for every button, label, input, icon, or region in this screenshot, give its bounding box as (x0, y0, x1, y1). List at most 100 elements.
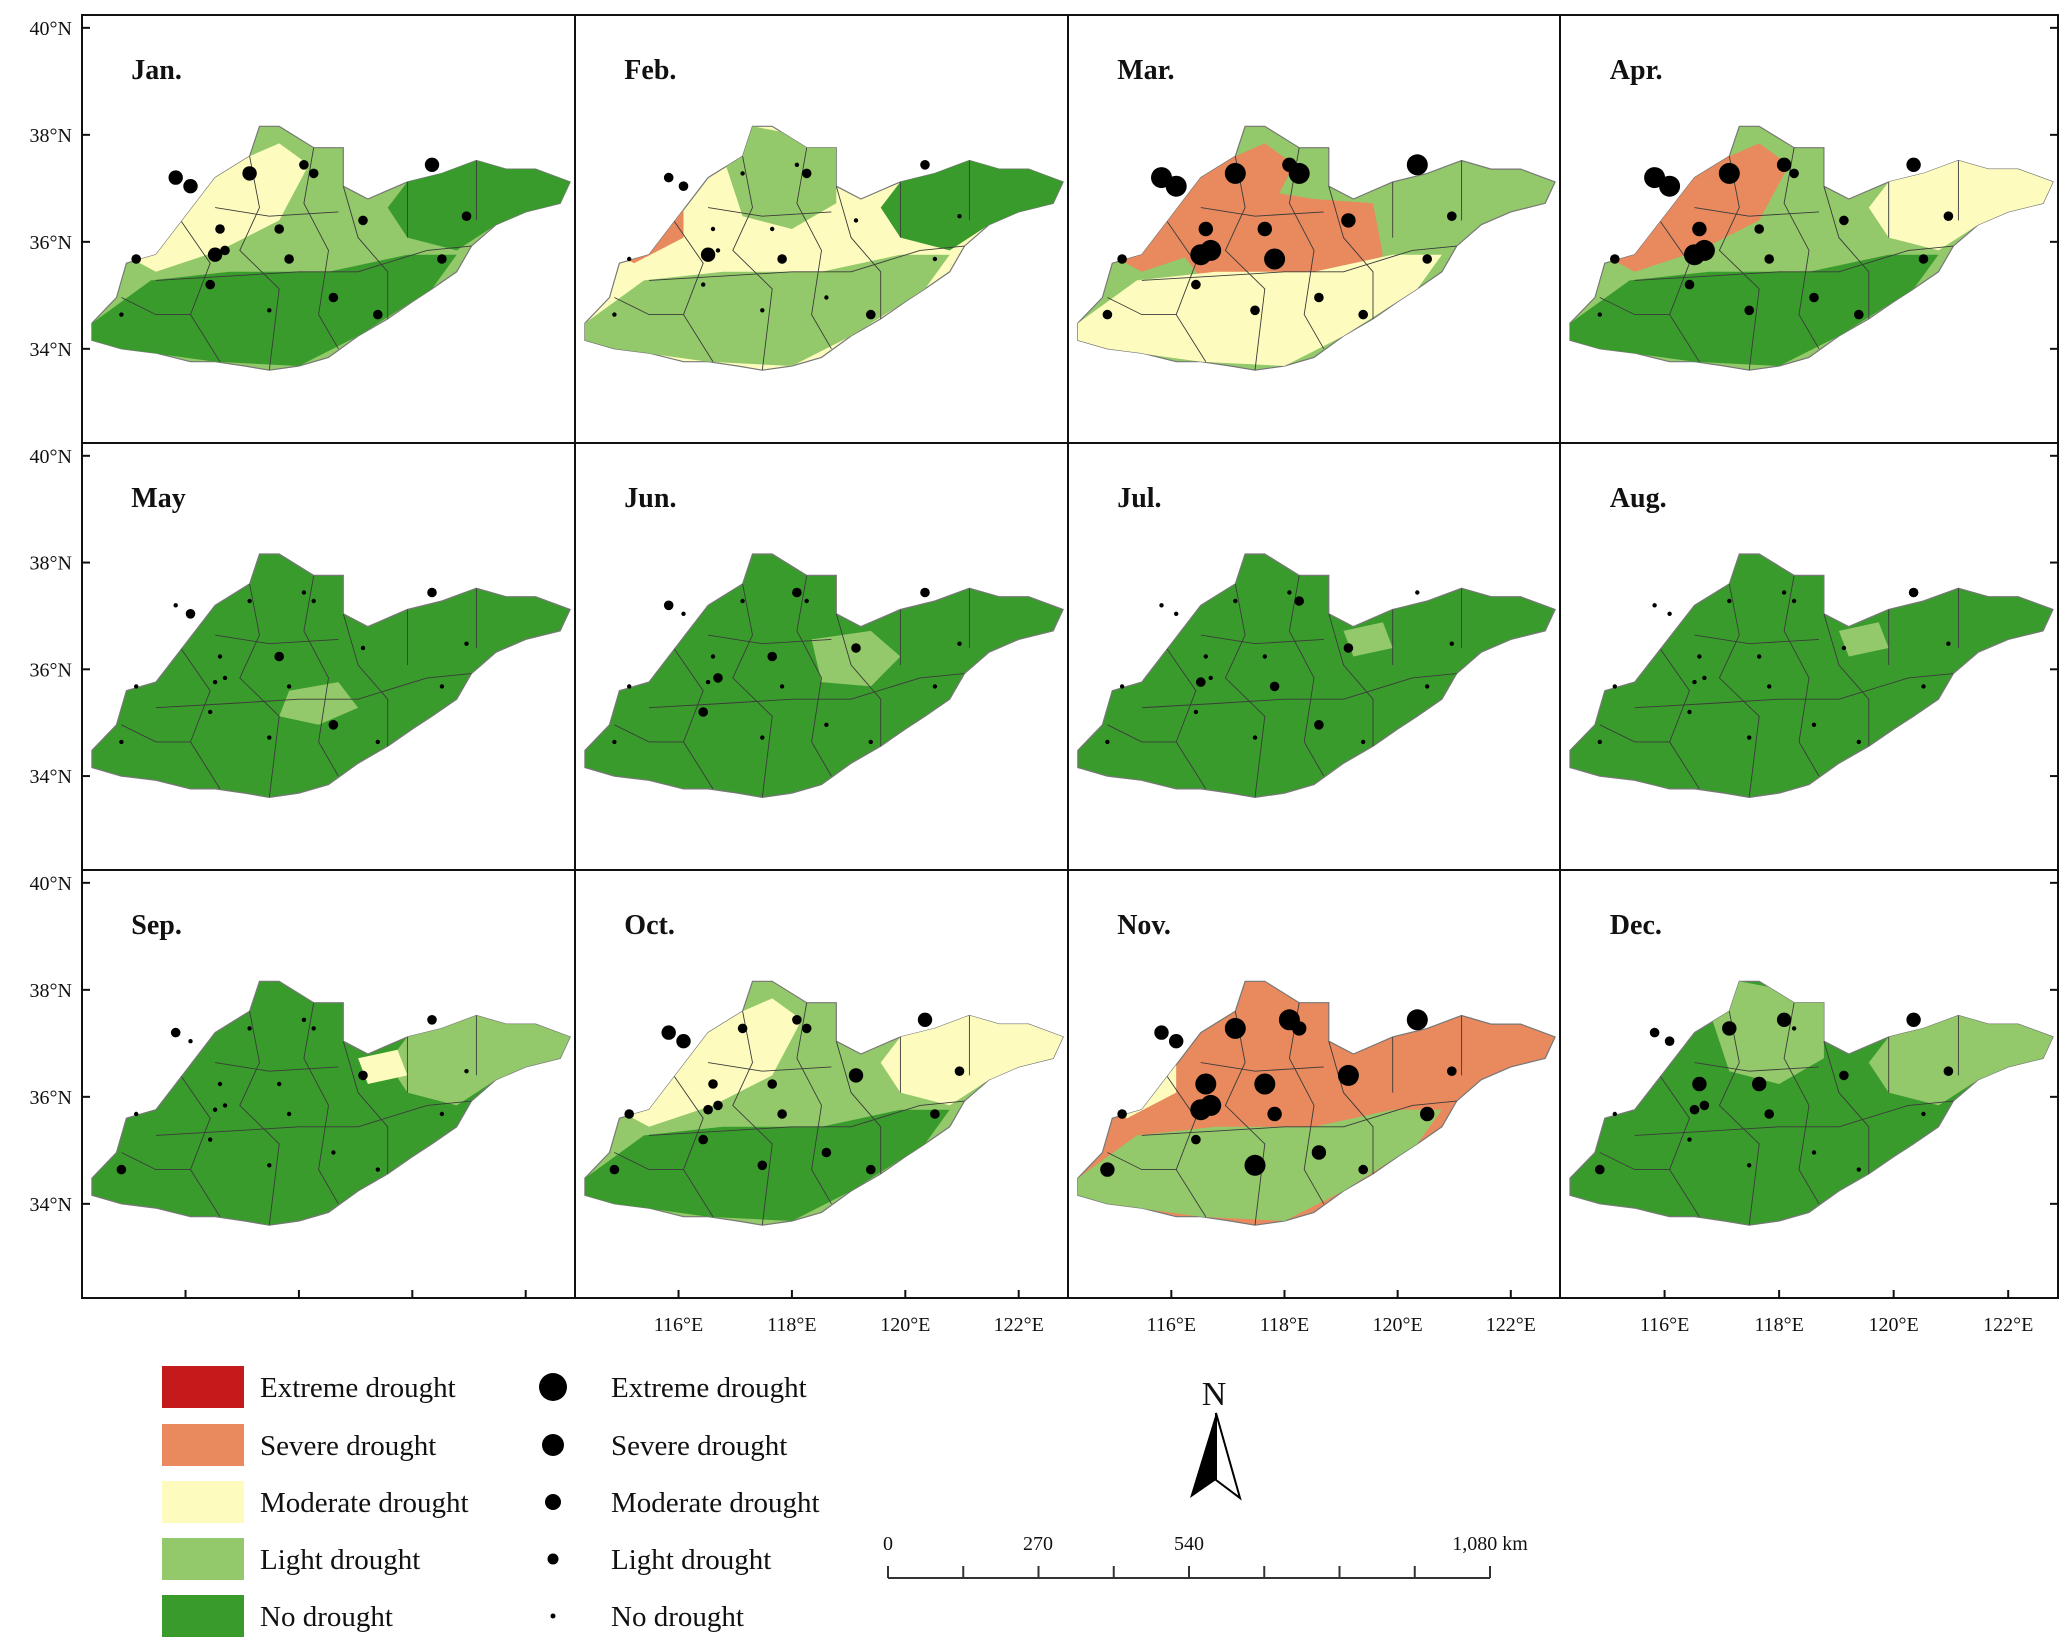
station-marker (1196, 677, 1206, 687)
station-marker (1943, 211, 1954, 221)
longitude-label: 122°E (1486, 1314, 1536, 1336)
longitude-label: 122°E (1983, 1314, 2033, 1336)
latitude-label: 34°N (30, 339, 72, 361)
county-boundary (155, 1100, 472, 1136)
county-boundary (1823, 613, 1870, 747)
north-arrow: N (1190, 1376, 1242, 1501)
county-boundary (1599, 1152, 1670, 1171)
county-boundary (1694, 1062, 1820, 1072)
county-boundary (1718, 156, 1760, 371)
station-marker (217, 654, 223, 659)
drought-patches (1599, 575, 1959, 798)
station-legend: Extreme drought Severe drought Moderate … (539, 1372, 820, 1633)
station-marker (222, 675, 228, 681)
county-boundary (1783, 147, 1820, 350)
station-marker (851, 643, 861, 653)
scale-label-540: 540 (1174, 1533, 1204, 1555)
station-marker (1752, 1076, 1767, 1092)
station-marker (1203, 654, 1209, 659)
station-marker (427, 587, 437, 598)
drought-patches (1107, 575, 1463, 798)
station-marker (1610, 254, 1620, 264)
province-area (1569, 553, 2054, 799)
station-marker (1722, 1021, 1737, 1036)
station-marker (1908, 587, 1919, 598)
station-marker (1224, 1017, 1246, 1039)
station-marker (737, 1023, 748, 1034)
month-label: Jan. (131, 55, 182, 86)
station-marker (173, 603, 178, 608)
county-boundary (1288, 1002, 1325, 1205)
station-marker (1856, 739, 1862, 745)
station-marker (220, 245, 230, 256)
station-marker (627, 256, 632, 262)
longitude-label: 118°E (1260, 1314, 1309, 1336)
station-marker (1664, 1036, 1675, 1046)
county-boundary (1141, 245, 1457, 281)
station-marker (1254, 1073, 1276, 1095)
map-panel-feb: Feb. (574, 14, 1069, 444)
station-marker (185, 609, 196, 619)
county-boundary (1166, 647, 1207, 790)
station-marker (1224, 162, 1246, 184)
county-boundary (1634, 1100, 1954, 1136)
station-marker (1946, 641, 1951, 646)
county-boundary (1328, 613, 1374, 747)
station-marker (612, 312, 617, 317)
legend-dot-extreme (539, 1373, 567, 1401)
station-marker (168, 170, 183, 185)
station-marker (134, 1111, 139, 1117)
station-marker (1361, 739, 1366, 745)
station-marker (1747, 1163, 1752, 1168)
county-boundary (1141, 673, 1457, 709)
drought-patch-none (91, 254, 457, 366)
station-marker (1918, 254, 1929, 264)
station-marker (1269, 681, 1280, 692)
latitude-label: 36°N (30, 232, 72, 254)
county-boundary (1659, 647, 1700, 790)
station-marker (331, 1150, 336, 1155)
longitude-label: 116°E (654, 1314, 703, 1336)
station-marker (1174, 611, 1179, 616)
station-marker (328, 292, 339, 303)
station-marker (1597, 739, 1603, 745)
map-panel-sep: Sep. (81, 869, 576, 1299)
county-boundary (215, 207, 339, 217)
legend-dot-moderate (545, 1494, 561, 1510)
station-marker (1649, 1027, 1660, 1038)
latitude-label: 40°N (30, 873, 72, 895)
station-marker (1341, 213, 1356, 228)
station-marker (1906, 157, 1921, 172)
station-marker (1165, 175, 1187, 197)
station-marker (1191, 279, 1201, 290)
month-label: Oct. (624, 910, 675, 941)
monthly-map-panels: Jan. Feb. Mar. Apr. May Jun. Jul. Aug. Sep. Oct. N… (81, 14, 2059, 1299)
station-marker (740, 171, 745, 176)
legend-area-label-none: No drought (260, 1601, 393, 1633)
station-marker (1208, 675, 1213, 681)
county-boundary (180, 647, 221, 790)
station-marker (1764, 254, 1774, 264)
station-marker (703, 1104, 713, 1115)
station-marker (1292, 1021, 1307, 1036)
station-marker (1262, 654, 1268, 659)
county-boundary (121, 1152, 191, 1171)
station-marker (424, 157, 440, 172)
county-boundary (835, 1041, 882, 1174)
station-marker (1687, 1137, 1692, 1142)
station-marker (1767, 684, 1772, 689)
station-marker (612, 739, 617, 745)
station-marker (715, 248, 721, 253)
county-boundary (673, 1075, 714, 1217)
station-marker (777, 1109, 787, 1119)
station-marker (681, 611, 686, 616)
county-boundary (1718, 1011, 1760, 1226)
station-marker (676, 1034, 691, 1049)
station-marker (299, 160, 309, 170)
map-panel-apr: Apr. (1559, 14, 2059, 444)
station-marker (767, 1079, 777, 1089)
station-marker (1702, 675, 1707, 681)
county-boundary (303, 147, 339, 350)
legend-area-label-light: Light drought (260, 1544, 420, 1576)
station-marker (1693, 239, 1715, 261)
